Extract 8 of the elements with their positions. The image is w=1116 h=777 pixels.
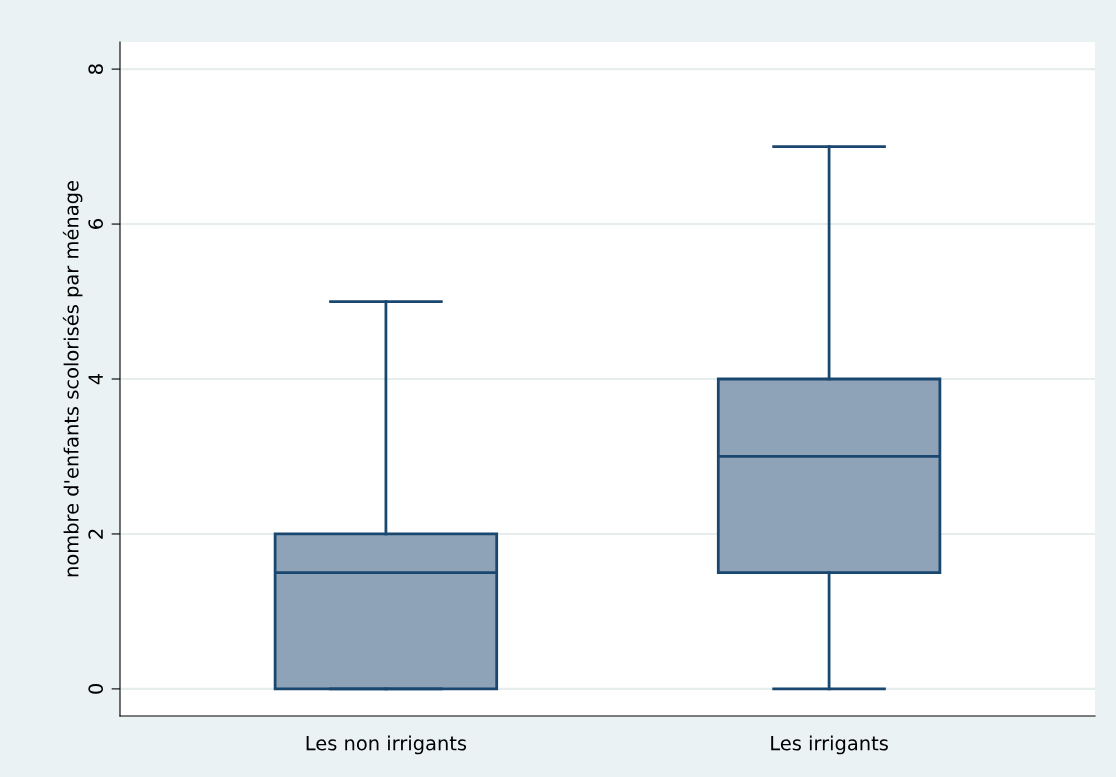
y-tick-label: 0 [88,683,104,694]
x-tick-label: Les irrigants [771,735,888,755]
y-axis-title: nombre d'enfants scolorisés par ménage [62,181,83,577]
y-tick-label: 6 [88,219,104,229]
y-tick-label: 2 [88,529,103,539]
y-tick-label: 4 [88,373,103,385]
y-tick-label: 8 [88,64,104,74]
x-tick-label: Les non irrigants [306,735,467,755]
